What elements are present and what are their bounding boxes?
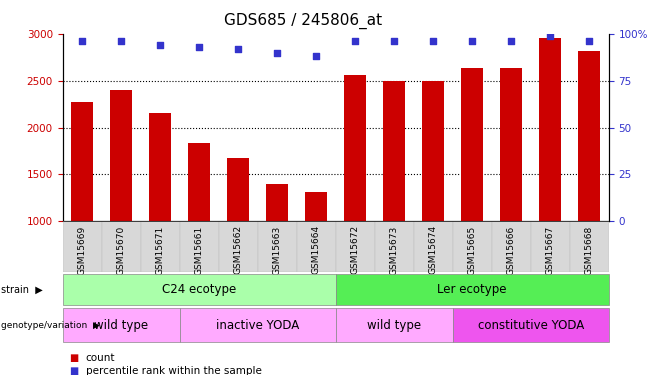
Text: GDS685 / 245806_at: GDS685 / 245806_at [224, 13, 382, 29]
Bar [384, 81, 405, 221]
Text: wild type: wild type [367, 319, 421, 332]
Text: GSM15674: GSM15674 [428, 225, 438, 274]
Text: GSM15663: GSM15663 [272, 225, 282, 274]
Bar [63, 274, 336, 305]
Bar [414, 221, 453, 272]
Bar [453, 308, 609, 342]
Bar [374, 221, 414, 272]
Text: GSM15666: GSM15666 [507, 225, 516, 274]
Bar [71, 102, 93, 221]
Bar [227, 159, 249, 221]
Bar [453, 221, 492, 272]
Bar [422, 81, 444, 221]
Bar [111, 90, 132, 221]
Bar [578, 51, 600, 221]
Text: GSM15664: GSM15664 [312, 225, 320, 274]
Bar [336, 308, 453, 342]
Bar [63, 308, 180, 342]
Text: GSM15665: GSM15665 [468, 225, 476, 274]
Bar [180, 308, 336, 342]
Text: genotype/variation  ▶: genotype/variation ▶ [1, 321, 100, 330]
Text: GSM15667: GSM15667 [545, 225, 555, 274]
Text: constitutive YODA: constitutive YODA [478, 319, 584, 332]
Text: Ler ecotype: Ler ecotype [438, 283, 507, 296]
Bar [266, 184, 288, 221]
Text: ■: ■ [69, 366, 78, 375]
Bar [305, 192, 327, 221]
Text: inactive YODA: inactive YODA [216, 319, 299, 332]
Text: wild type: wild type [94, 319, 148, 332]
Text: GSM15668: GSM15668 [585, 225, 594, 274]
Bar [101, 221, 141, 272]
Point [428, 38, 438, 44]
Text: ■: ■ [69, 353, 78, 363]
Bar [540, 38, 561, 221]
Point [116, 38, 126, 44]
Bar [180, 221, 218, 272]
Bar [492, 221, 530, 272]
Bar [530, 221, 570, 272]
Text: count: count [86, 353, 115, 363]
Text: percentile rank within the sample: percentile rank within the sample [86, 366, 261, 375]
Text: GSM15669: GSM15669 [78, 225, 86, 274]
Point [233, 46, 243, 52]
Point [350, 38, 361, 44]
Text: GSM15673: GSM15673 [390, 225, 399, 274]
Point [194, 44, 205, 50]
Bar [188, 142, 210, 221]
Point [389, 38, 399, 44]
Text: GSM15661: GSM15661 [195, 225, 203, 274]
Bar [257, 221, 297, 272]
Bar [344, 75, 366, 221]
Bar [461, 68, 483, 221]
Point [311, 53, 321, 59]
Text: GSM15662: GSM15662 [234, 225, 243, 274]
Point [77, 38, 88, 44]
Bar [297, 221, 336, 272]
Point [272, 50, 282, 55]
Text: GSM15670: GSM15670 [116, 225, 126, 274]
Point [584, 38, 594, 44]
Bar [570, 221, 609, 272]
Bar [336, 274, 609, 305]
Bar [336, 221, 374, 272]
Bar [149, 113, 171, 221]
Point [155, 42, 165, 48]
Bar [500, 68, 522, 221]
Bar [218, 221, 257, 272]
Point [506, 38, 517, 44]
Point [467, 38, 477, 44]
Bar [63, 221, 101, 272]
Text: GSM15671: GSM15671 [155, 225, 164, 274]
Text: GSM15672: GSM15672 [351, 225, 359, 274]
Bar [141, 221, 180, 272]
Text: C24 ecotype: C24 ecotype [162, 283, 236, 296]
Text: strain  ▶: strain ▶ [1, 285, 43, 295]
Point [545, 33, 555, 39]
